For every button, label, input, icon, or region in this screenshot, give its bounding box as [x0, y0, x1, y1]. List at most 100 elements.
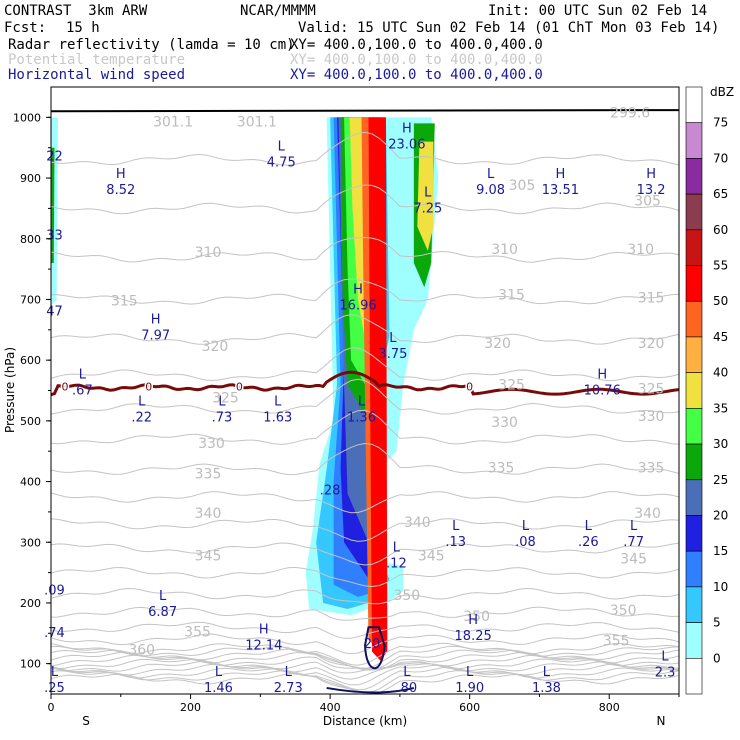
colorbar-level-label: 30 — [713, 437, 728, 451]
theta-label: 315 — [638, 290, 665, 306]
wind-extremum-mark: H — [555, 167, 565, 182]
theta-contour — [51, 566, 679, 588]
theta-label: 320 — [484, 336, 511, 352]
theta-contour — [51, 378, 679, 415]
colorbar-level-label: 35 — [713, 401, 728, 415]
colorbar-swatch — [685, 122, 703, 159]
wind-extremum-value: 10.76 — [584, 383, 621, 398]
wind-extremum-mark: H — [646, 167, 656, 182]
melting-level-label: 0 — [61, 380, 68, 393]
wind-extremum-mark: L — [358, 395, 366, 410]
theta-contour — [51, 672, 679, 694]
wind-extremum-value: 12.14 — [245, 638, 282, 653]
wind-extremum-value: 2.73 — [274, 681, 303, 696]
wind-extremum-mark: H — [597, 367, 607, 382]
theta-label: 305 — [634, 193, 661, 209]
north-label: N — [657, 714, 666, 728]
colorbar-level-label: 65 — [713, 187, 728, 201]
theta-label: 310 — [491, 242, 518, 258]
x-tick-label: 800 — [599, 701, 620, 714]
theta-contour — [51, 648, 679, 671]
theta-label: 350 — [463, 609, 490, 625]
x-tick-label: 400 — [320, 701, 341, 714]
wind-extremum-value: .25 — [44, 681, 65, 696]
theta-contour — [51, 278, 679, 305]
colorbar-swatch — [685, 622, 703, 659]
plot-area — [51, 109, 679, 694]
wind-extremum-value: 16.96 — [339, 298, 376, 313]
theta-label: 335 — [195, 467, 222, 483]
wind-extremum-mark: L — [393, 540, 401, 555]
colorbar-level-label: 25 — [713, 473, 728, 487]
wind-extremum-value: 7.97 — [141, 329, 170, 344]
colorbar-level-label: 10 — [713, 580, 728, 594]
wind-extremum-value: 33 — [46, 229, 63, 244]
y-tick-label: 700 — [20, 293, 41, 306]
wind-extremum-mark: L — [79, 367, 87, 382]
theta-contour — [51, 409, 679, 445]
wind-extremum-value: .77 — [623, 535, 644, 550]
field-theta: Potential temperature — [8, 52, 186, 68]
colorbar-swatch — [685, 372, 703, 409]
wind-extremum-value: .74 — [44, 626, 65, 641]
wind-extremum-mark: L — [403, 665, 411, 680]
theta-contour — [51, 131, 679, 166]
forecast-label: Fcst: — [4, 20, 47, 36]
theta-contour — [51, 491, 679, 514]
wind-extremum-mark: L — [51, 665, 59, 680]
wind-extremum-mark: L — [215, 665, 223, 680]
wind-extremum-mark: L — [285, 665, 293, 680]
wind-extremum-mark: L — [159, 589, 167, 604]
wind-extremum-value: .26 — [578, 535, 599, 550]
theta-contour — [51, 666, 679, 691]
x-axis-label: Distance (km) — [323, 714, 407, 728]
wind-extremum-mark: H — [116, 167, 126, 182]
wind-extremum-value: 9.08 — [476, 183, 505, 198]
theta-contour — [51, 314, 679, 345]
colorbar-swatch — [685, 336, 703, 373]
wind-extremum-value: .67 — [72, 383, 93, 398]
theta-contour — [51, 184, 679, 215]
refl-left-core — [51, 147, 55, 264]
org-label: NCAR/MMMM — [240, 3, 316, 19]
theta-label: 360 — [128, 643, 155, 659]
theta-label: 340 — [404, 515, 431, 531]
colorbar-swatch — [685, 300, 703, 338]
wind-extremum-mark: L — [274, 395, 282, 410]
theta-label: 330 — [198, 436, 225, 452]
theta-label: 315 — [498, 287, 525, 303]
wind-extremum-value: 7.25 — [413, 201, 442, 216]
theta-label: 340 — [195, 506, 222, 522]
wind-extremum-mark: H — [259, 622, 269, 637]
theta-contour — [51, 236, 679, 263]
theta-contour — [51, 606, 679, 621]
theta-contour — [51, 542, 679, 566]
theta-label: 325 — [212, 391, 239, 407]
colorbar-level-label: 60 — [713, 223, 728, 237]
x-tick-label: 200 — [180, 701, 201, 714]
wind-extremum-value: 22 — [46, 150, 63, 165]
field-reflectivity: Radar reflectivity (lamda = 10 cm) — [8, 37, 295, 53]
wind-extremum-mark: L — [630, 519, 638, 534]
wind-extremum-mark: L — [661, 650, 669, 665]
init-time: Init: 00 UTC Sun 02 Feb 14 — [488, 3, 708, 19]
colorbar-level-label: 0 — [713, 651, 721, 665]
colorbar-swatch — [685, 443, 703, 481]
wind-extremum-value: 2.3 — [655, 666, 676, 681]
theta-label: 335 — [488, 460, 515, 476]
y-tick-label: 800 — [20, 233, 41, 246]
colorbar-swatch — [685, 86, 703, 124]
wind-extremum-value: 1.90 — [455, 681, 484, 696]
colorbar-swatch — [685, 265, 703, 302]
wind-contour — [363, 626, 386, 669]
wind-extremum-value: 1.36 — [347, 411, 376, 426]
theta-label: 301.1 — [153, 114, 193, 130]
colorbar-swatch — [685, 657, 703, 695]
wind-extremum-value: 1.38 — [532, 681, 561, 696]
colorbar-level-label: 50 — [713, 294, 728, 308]
wind-extremum-value: .09 — [44, 584, 65, 599]
theta-contour — [51, 658, 679, 674]
theta-label: 325 — [638, 382, 665, 398]
wind-extremum-value: 23.06 — [388, 138, 425, 153]
wind-extremum-value: .13 — [445, 535, 466, 550]
